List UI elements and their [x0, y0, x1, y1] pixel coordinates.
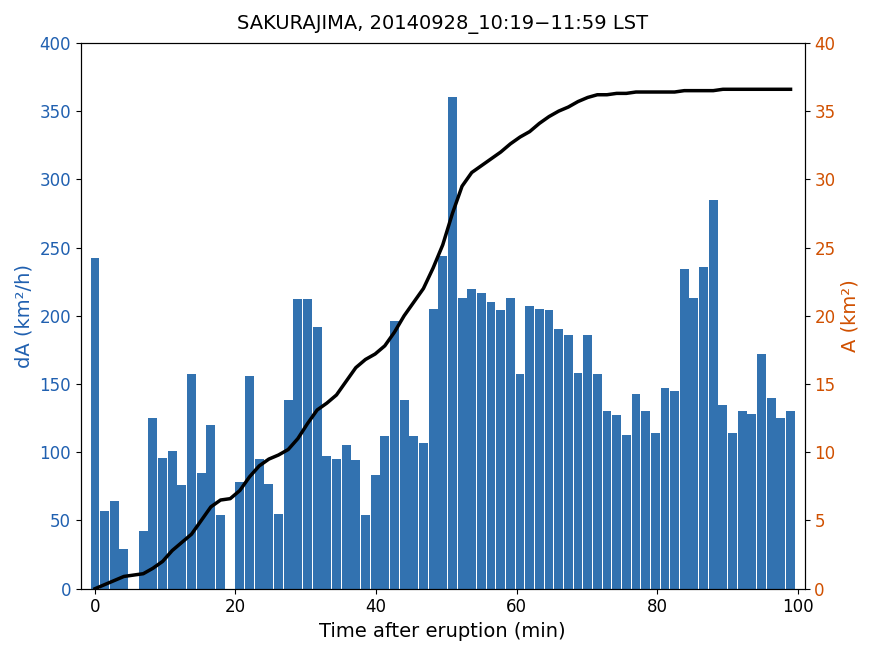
Bar	[651, 433, 660, 588]
Bar	[718, 405, 727, 588]
Bar	[670, 391, 679, 588]
Bar	[352, 461, 360, 588]
Bar	[312, 327, 322, 588]
Bar	[757, 354, 766, 588]
Bar	[564, 335, 573, 588]
Bar	[235, 482, 244, 588]
Bar	[448, 98, 457, 588]
Y-axis label: A (km²): A (km²)	[841, 279, 860, 352]
Bar	[206, 425, 215, 588]
Bar	[381, 436, 389, 588]
Bar	[322, 457, 332, 588]
Bar	[467, 289, 476, 588]
Bar	[158, 458, 167, 588]
Bar	[390, 321, 399, 588]
Bar	[690, 298, 698, 588]
Bar	[786, 411, 795, 588]
Bar	[293, 299, 302, 588]
Bar	[332, 459, 341, 588]
Bar	[100, 511, 109, 588]
Bar	[361, 515, 370, 588]
Bar	[264, 483, 273, 588]
Bar	[284, 400, 292, 588]
Bar	[661, 388, 669, 588]
Bar	[477, 293, 486, 588]
Bar	[738, 411, 746, 588]
Bar	[612, 415, 621, 588]
Bar	[622, 434, 631, 588]
Bar	[419, 443, 428, 588]
Title: SAKURAJIMA, 20140928_10:19−11:59 LST: SAKURAJIMA, 20140928_10:19−11:59 LST	[237, 15, 648, 34]
Bar	[632, 394, 640, 588]
X-axis label: Time after eruption (min): Time after eruption (min)	[319, 622, 566, 641]
Bar	[603, 411, 612, 588]
Bar	[496, 310, 505, 588]
Bar	[584, 335, 592, 588]
Bar	[438, 256, 447, 588]
Bar	[149, 418, 157, 588]
Bar	[535, 309, 543, 588]
Bar	[573, 373, 583, 588]
Bar	[410, 436, 418, 588]
Bar	[487, 302, 495, 588]
Bar	[641, 411, 650, 588]
Y-axis label: dA (km²/h): dA (km²/h)	[15, 264, 34, 368]
Bar	[303, 299, 312, 588]
Bar	[342, 445, 351, 588]
Bar	[400, 400, 409, 588]
Bar	[747, 414, 756, 588]
Bar	[699, 267, 708, 588]
Bar	[593, 375, 602, 588]
Bar	[709, 200, 717, 588]
Bar	[197, 473, 206, 588]
Bar	[766, 398, 775, 588]
Bar	[680, 270, 689, 588]
Bar	[120, 549, 129, 588]
Bar	[776, 418, 786, 588]
Bar	[90, 258, 100, 588]
Bar	[429, 309, 438, 588]
Bar	[525, 306, 534, 588]
Bar	[255, 459, 263, 588]
Bar	[506, 298, 514, 588]
Bar	[371, 476, 380, 588]
Bar	[544, 310, 554, 588]
Bar	[274, 514, 283, 588]
Bar	[168, 451, 177, 588]
Bar	[458, 298, 466, 588]
Bar	[245, 376, 254, 588]
Bar	[178, 485, 186, 588]
Bar	[728, 433, 737, 588]
Bar	[515, 375, 524, 588]
Bar	[110, 501, 119, 588]
Bar	[139, 531, 148, 588]
Bar	[187, 375, 196, 588]
Bar	[554, 329, 564, 588]
Bar	[216, 515, 225, 588]
